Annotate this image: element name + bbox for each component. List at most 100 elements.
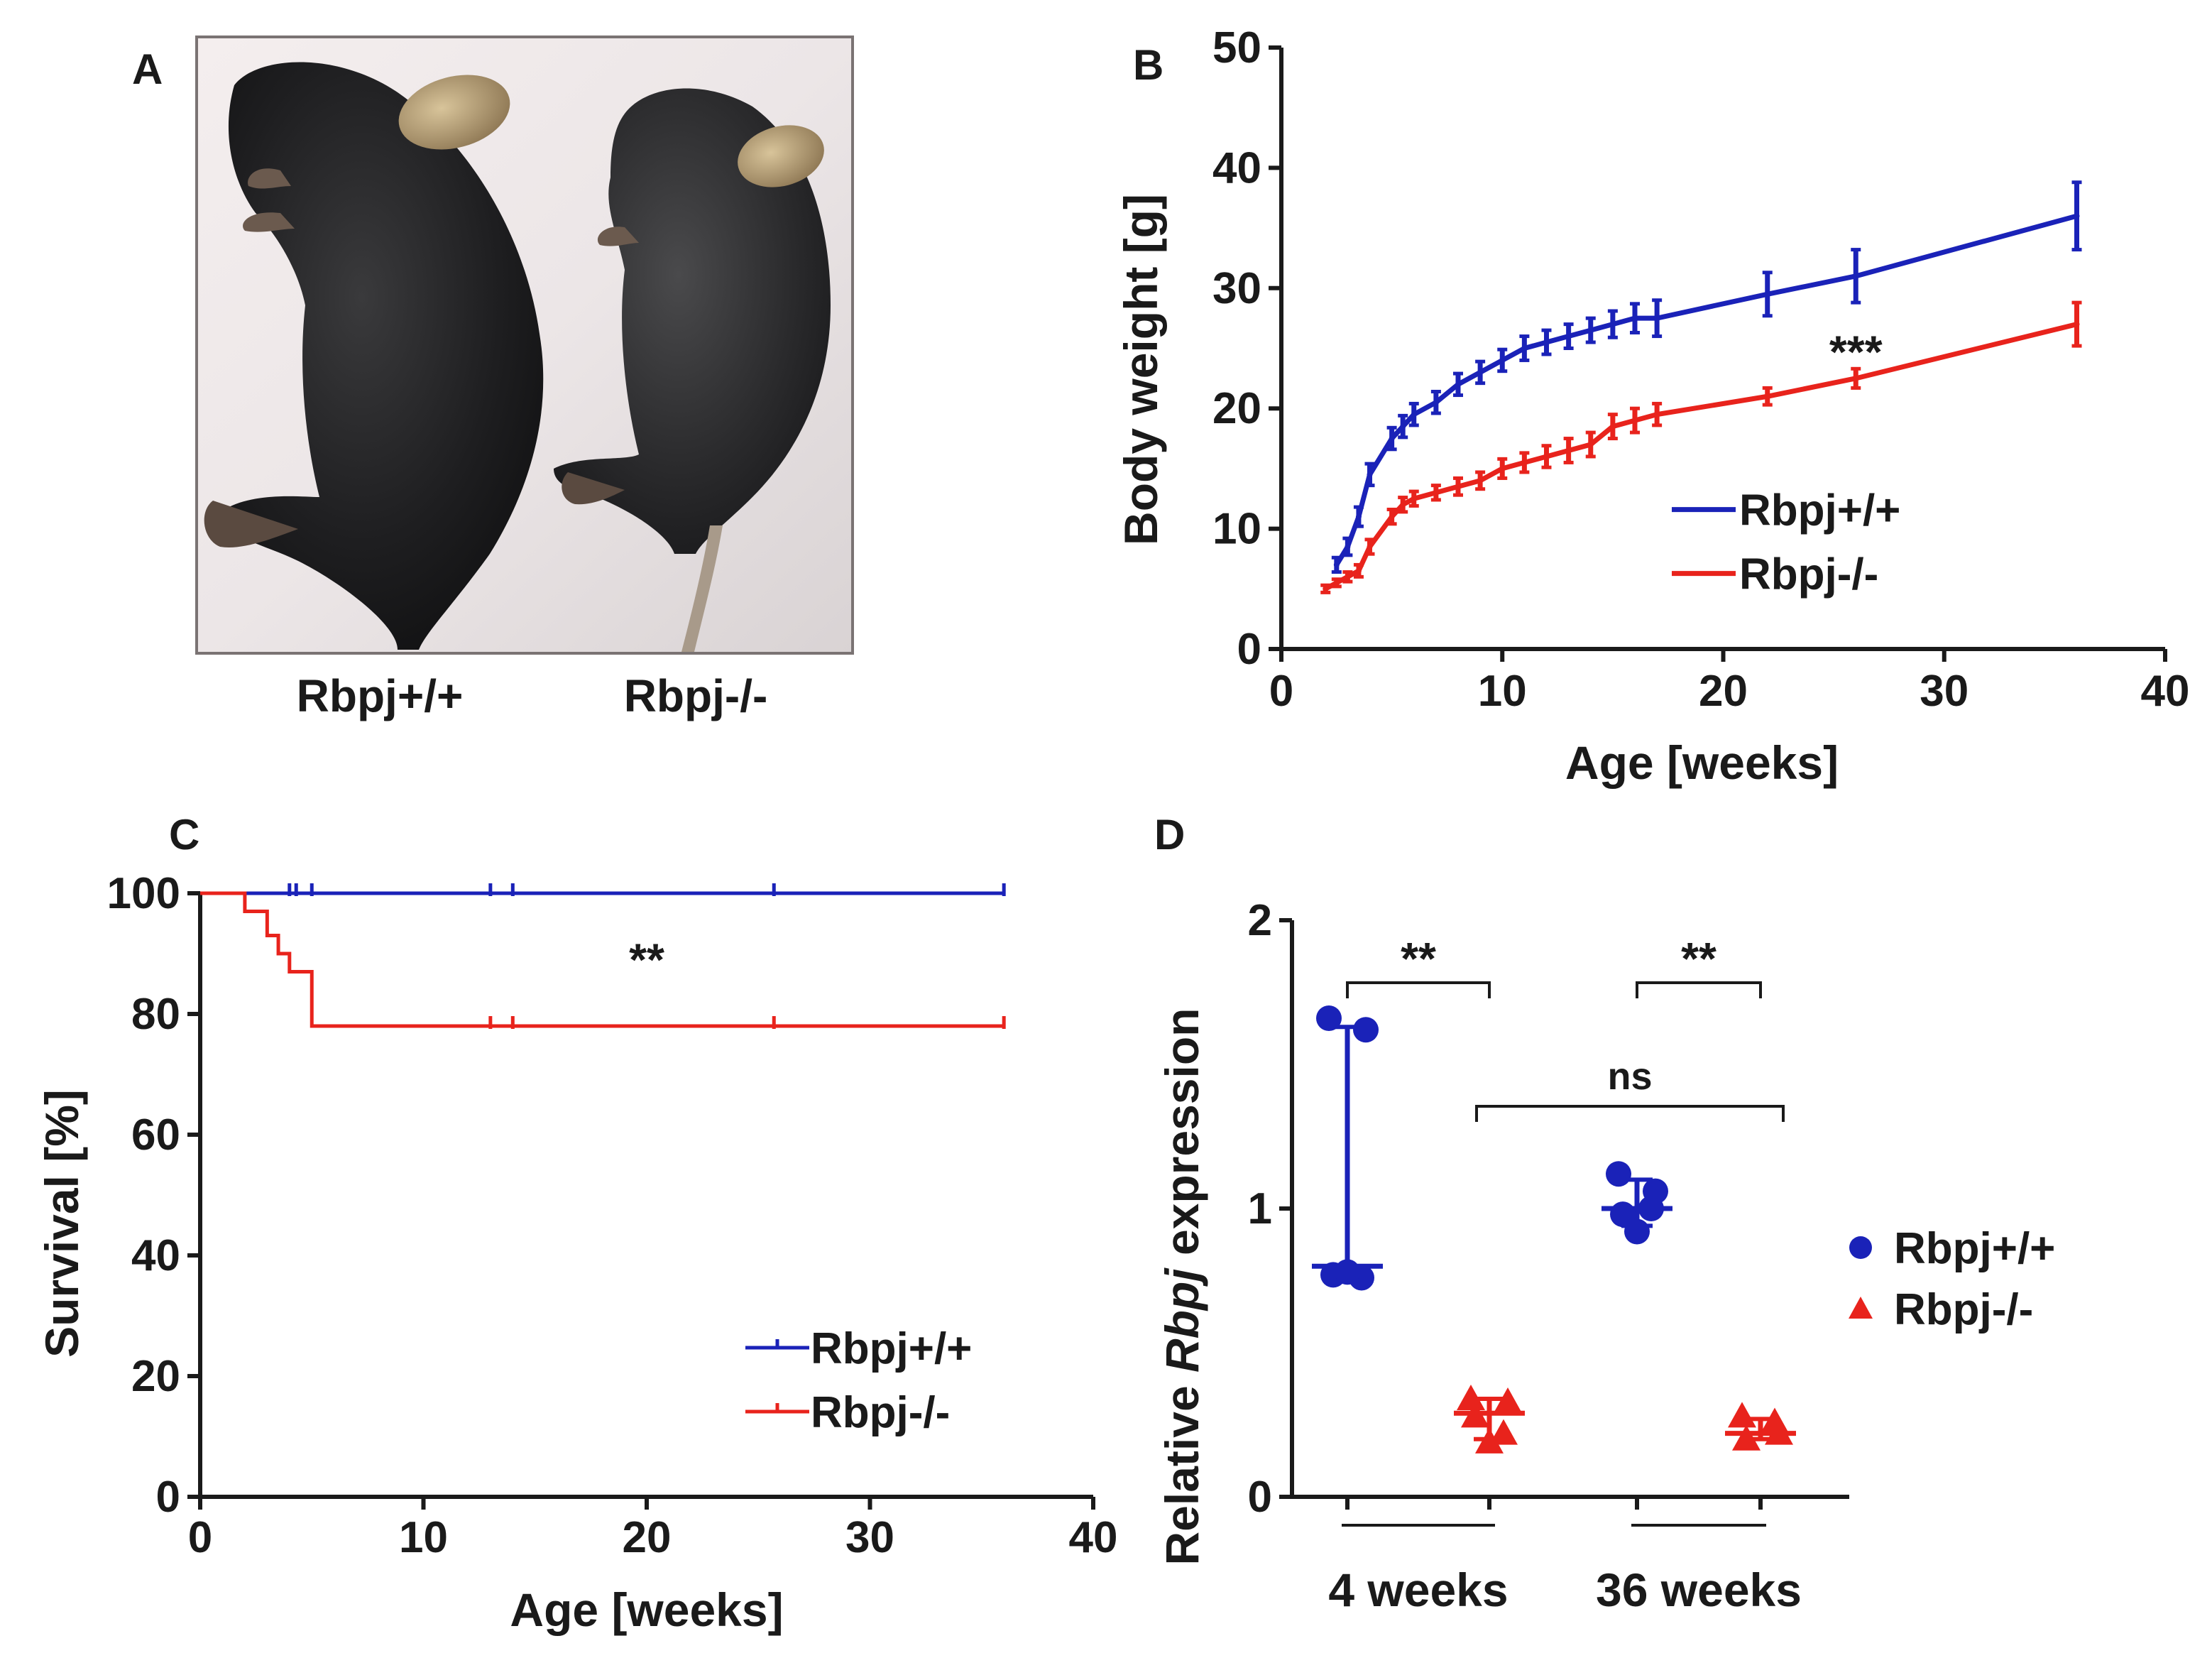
x-tick-label: 30 — [845, 1513, 894, 1562]
data-point — [1367, 544, 1373, 550]
series-layer — [1312, 1005, 1796, 1454]
panel-letter-c: C — [169, 811, 199, 858]
data-point — [1353, 1017, 1379, 1043]
y-axis-title-suffix: expression — [1156, 1008, 1208, 1269]
axes: 0 1 2 4 weeks 36 weeks — [1248, 896, 1849, 1616]
axes: 0 20 40 60 80 100 0 10 20 30 40 — [107, 869, 1118, 1562]
data-point — [1400, 423, 1406, 430]
x-tick-label: 0 — [1269, 667, 1293, 716]
data-point — [1638, 1196, 1664, 1221]
y-axis-title-prefix: Relative — [1156, 1373, 1208, 1565]
y-tick-label: 60 — [131, 1111, 180, 1160]
mouse-photo — [195, 36, 854, 655]
data-point — [1610, 1201, 1636, 1228]
y-tick-label: 10 — [1212, 505, 1261, 554]
series-line — [1334, 213, 2078, 567]
data-point — [1499, 357, 1506, 364]
data-point — [1461, 1402, 1489, 1428]
x-tick-label: 20 — [1699, 667, 1748, 716]
data-point — [1654, 315, 1660, 322]
y-tick-label: 0 — [1237, 625, 1261, 674]
panel-a: A Rbpj+/+ Rbpj-/- — [132, 36, 854, 721]
panel-d: D 0 1 2 4 weeks 36 weeks ** ** ns Rbpj+/+ Rbpj-… — [1154, 811, 2055, 1616]
y-tick-label: 2 — [1248, 896, 1272, 945]
data-point — [1521, 345, 1528, 351]
comparison-brackets: ** ** ns — [1346, 933, 1785, 1122]
group-label: 4 weeks — [1328, 1564, 1508, 1616]
y-axis-title: Body weight [g] — [1115, 194, 1167, 545]
data-point — [1654, 411, 1660, 418]
legend-marker — [1849, 1236, 1872, 1259]
x-tick-label: 30 — [1920, 667, 1969, 716]
data-point — [1335, 1259, 1360, 1285]
legend-entry: Rbpj+/+ — [811, 1324, 972, 1373]
data-point — [1316, 1005, 1342, 1032]
legend-entry: Rbpj-/- — [811, 1388, 950, 1437]
comparison-label: ns — [1607, 1055, 1652, 1098]
data-point — [1433, 489, 1439, 496]
legend-marker — [1849, 1297, 1873, 1319]
data-point — [1494, 1387, 1522, 1414]
y-tick-label: 1 — [1248, 1184, 1272, 1233]
data-point — [1764, 393, 1770, 400]
data-point — [1565, 333, 1572, 339]
y-tick-label: 0 — [1248, 1473, 1272, 1522]
y-tick-label: 30 — [1212, 264, 1261, 313]
photo-label-wildtype: Rbpj+/+ — [297, 670, 464, 721]
legend-entry: Rbpj+/+ — [1739, 486, 1900, 535]
y-tick-label: 20 — [131, 1352, 180, 1401]
legend-entry: Rbpj-/- — [1739, 550, 1878, 599]
data-point — [1389, 513, 1395, 520]
y-tick-label: 40 — [1212, 143, 1261, 192]
x-axis-title: Age [weeks] — [1565, 736, 1839, 789]
data-point — [1400, 501, 1406, 508]
data-point — [1355, 513, 1362, 520]
data-point — [1455, 381, 1461, 388]
mouse-wildtype-illustration — [204, 62, 544, 650]
data-point — [1433, 399, 1439, 405]
significance-label: ** — [629, 934, 664, 986]
data-point — [1475, 1427, 1504, 1454]
data-point — [1489, 1419, 1518, 1445]
group-label: 36 weeks — [1596, 1564, 1802, 1616]
data-point — [1411, 411, 1417, 418]
data-point — [1732, 1424, 1761, 1451]
data-point — [1606, 1161, 1631, 1187]
x-tick-label: 40 — [1069, 1513, 1118, 1562]
legend: Rbpj+/+ Rbpj-/- — [1849, 1224, 2055, 1334]
data-point — [1477, 369, 1484, 376]
data-point — [1455, 484, 1461, 490]
x-tick-label: 10 — [1478, 667, 1527, 716]
legend-entry: Rbpj+/+ — [1894, 1224, 2055, 1273]
panel-c: C 0 20 40 60 80 100 0 10 20 30 40 ** Rbpj+/+ Rbpj-/… — [35, 811, 1117, 1636]
series-layer — [1320, 180, 2082, 594]
y-tick-label: 100 — [107, 869, 180, 918]
data-point — [1367, 471, 1373, 478]
data-point — [1761, 1407, 1789, 1434]
panel-letter-d: D — [1154, 811, 1185, 858]
photo-label-knockout: Rbpj-/- — [624, 670, 768, 721]
panel-letter-a: A — [132, 45, 163, 93]
data-point — [1587, 327, 1594, 334]
y-tick-label: 0 — [156, 1473, 180, 1522]
y-axis-title: Relative Rbpj expression — [1156, 1008, 1208, 1566]
data-point — [1345, 574, 1351, 580]
y-axis-title: Survival [%] — [35, 1089, 88, 1358]
data-point — [1728, 1402, 1756, 1428]
legend: Rbpj+/+ Rbpj-/- — [745, 1324, 972, 1437]
bracket-line — [1346, 981, 1491, 998]
panel-b: B 0 10 20 30 40 50 0 10 20 30 40 *** Rbpj+/+ Rbpj-/… — [1115, 23, 2189, 789]
y-tick-label: 80 — [131, 990, 180, 1039]
data-point — [1543, 339, 1550, 346]
data-point — [1355, 567, 1362, 574]
comparison-label: ** — [1681, 933, 1717, 984]
data-point — [1521, 459, 1528, 466]
comparison-label: ** — [1401, 933, 1436, 984]
legend-entry: Rbpj-/- — [1894, 1285, 2033, 1334]
data-point — [1499, 465, 1506, 471]
data-point — [1345, 544, 1351, 550]
data-point — [1333, 579, 1340, 586]
series-line — [1324, 322, 2078, 591]
data-point — [1565, 447, 1572, 454]
